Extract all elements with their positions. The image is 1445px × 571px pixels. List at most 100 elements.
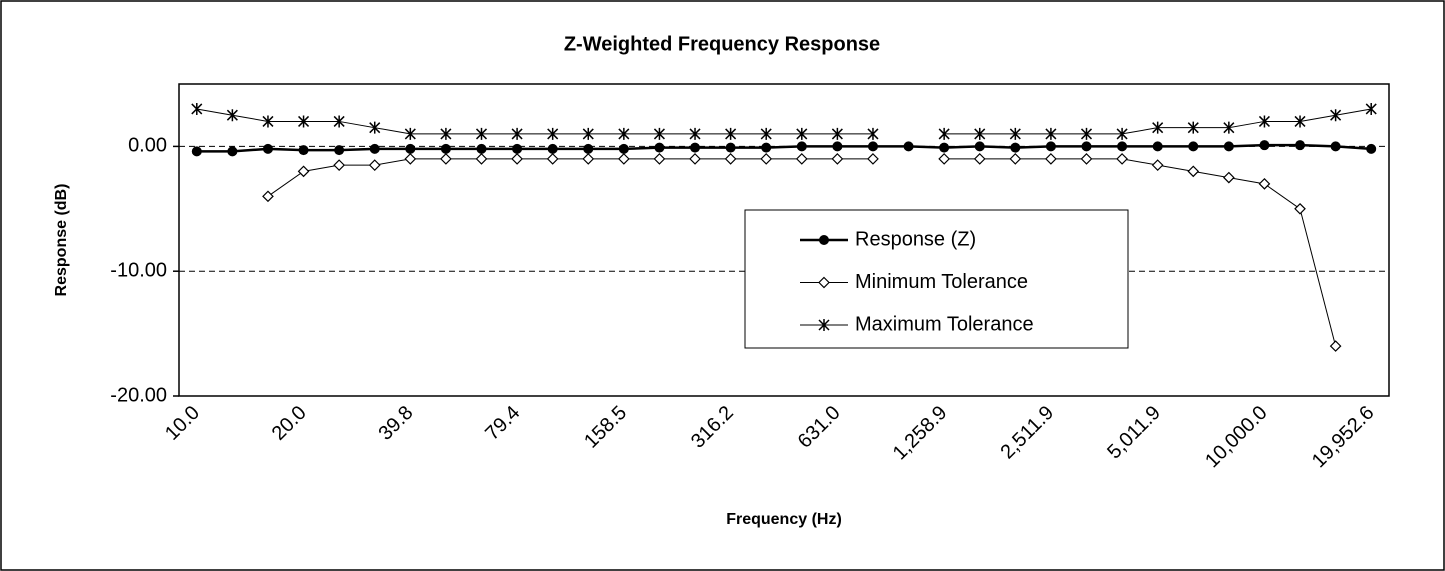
series-line <box>267 158 1337 347</box>
point <box>1116 153 1128 165</box>
legend-marker <box>819 235 829 245</box>
point <box>867 141 878 152</box>
point <box>867 153 879 165</box>
point <box>832 141 843 152</box>
point <box>1294 202 1306 215</box>
point <box>511 153 523 165</box>
point <box>297 165 310 178</box>
point <box>1152 121 1164 134</box>
point <box>475 127 488 140</box>
point <box>1366 143 1377 154</box>
point <box>974 141 985 152</box>
point <box>689 153 701 165</box>
y-axis-title: Response (dB) <box>53 184 70 297</box>
point <box>475 153 488 165</box>
plot-area <box>178 83 1390 397</box>
point <box>831 153 844 165</box>
point <box>369 121 381 134</box>
point <box>903 141 914 152</box>
point <box>654 142 665 153</box>
point <box>405 143 416 154</box>
point <box>1258 177 1271 190</box>
point <box>724 153 737 165</box>
point <box>725 142 736 153</box>
legend-marker <box>818 276 830 289</box>
legend-label: Response (Z) <box>855 228 976 250</box>
point <box>546 153 559 165</box>
point <box>1045 141 1056 152</box>
point <box>262 190 274 203</box>
point <box>404 153 417 165</box>
point <box>227 146 238 157</box>
legend-label: Maximum Tolerance <box>855 313 1034 335</box>
y-tick-label: -10.00 <box>110 259 167 281</box>
point <box>618 127 630 140</box>
point <box>831 127 843 140</box>
point <box>867 127 879 140</box>
chart-title: Z-Weighted Frequency Response <box>564 33 880 55</box>
legend-label: Minimum Tolerance <box>855 271 1028 293</box>
point <box>1188 141 1199 152</box>
y-tick-label: -20.00 <box>110 384 167 406</box>
point <box>690 142 701 153</box>
point <box>1330 141 1341 152</box>
point <box>333 115 345 128</box>
point <box>725 127 737 140</box>
point <box>974 127 986 140</box>
point <box>1223 141 1234 152</box>
point <box>298 145 309 156</box>
point <box>653 127 665 140</box>
point <box>440 127 452 140</box>
point <box>1187 121 1199 134</box>
point <box>1080 153 1093 165</box>
point <box>1116 127 1128 140</box>
point <box>262 143 273 154</box>
point <box>1295 140 1306 151</box>
point <box>796 127 808 140</box>
point <box>1045 153 1057 165</box>
point <box>1045 127 1057 140</box>
point <box>511 127 523 140</box>
point <box>1294 115 1306 128</box>
point <box>1152 141 1163 152</box>
point <box>582 127 594 140</box>
point <box>1187 165 1200 178</box>
point <box>1151 159 1164 171</box>
point <box>760 153 773 165</box>
point <box>1010 142 1021 153</box>
point <box>1258 115 1270 128</box>
point <box>618 153 630 165</box>
point <box>1223 121 1235 134</box>
point <box>298 115 310 128</box>
point <box>1009 153 1022 165</box>
point <box>938 127 950 140</box>
point <box>440 153 452 165</box>
point <box>618 143 629 154</box>
point <box>1365 102 1377 115</box>
point <box>404 127 416 140</box>
point <box>583 143 594 154</box>
point <box>333 159 345 171</box>
point <box>796 141 807 152</box>
point <box>761 142 772 153</box>
point <box>1080 127 1093 140</box>
point <box>547 143 558 154</box>
point <box>1223 171 1235 184</box>
point <box>582 153 595 165</box>
point <box>191 146 202 157</box>
point <box>476 143 487 154</box>
point <box>1081 141 1092 152</box>
point <box>795 153 808 165</box>
point <box>689 127 701 140</box>
point <box>760 127 772 140</box>
legend-marker <box>818 319 830 331</box>
point <box>191 102 203 115</box>
point <box>226 109 238 122</box>
point <box>440 143 451 154</box>
point <box>1329 340 1342 352</box>
point <box>547 127 559 140</box>
point <box>1330 109 1342 122</box>
point <box>1259 140 1270 151</box>
